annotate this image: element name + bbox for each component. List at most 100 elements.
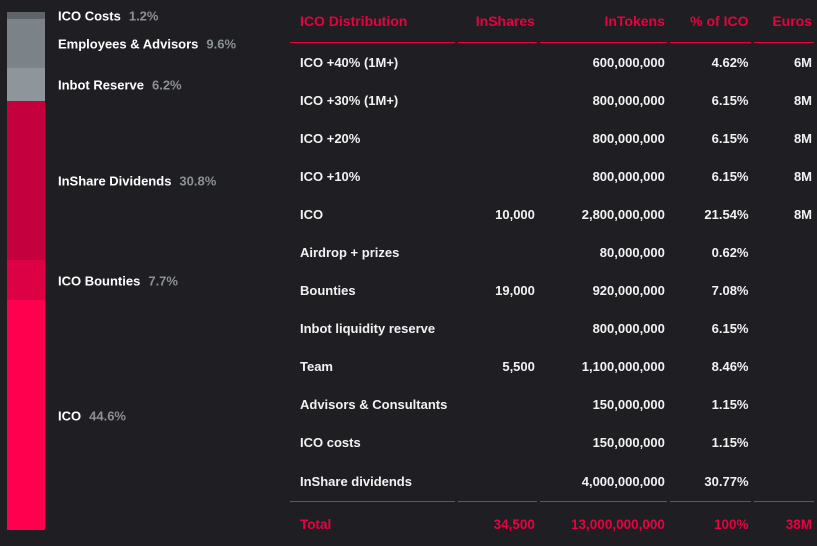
cell-euros: 8M xyxy=(793,168,812,184)
cell-inshares xyxy=(458,43,537,81)
cell-intokens: 80,000,000 xyxy=(599,244,665,260)
cell-name: Inbot liquidity reserve xyxy=(300,320,436,336)
bar-segment-ico-costs xyxy=(7,12,45,19)
cell-pct: 21.54% xyxy=(704,206,749,222)
cell-inshares xyxy=(458,461,537,502)
legend-pct: 44.6% xyxy=(89,408,126,424)
cell-euros xyxy=(754,347,815,385)
legend-item: Inbot Reserve 6.2% xyxy=(58,78,182,93)
cell-pct: 6.15% xyxy=(711,320,749,336)
legend-item: ICO Bounties 7.7% xyxy=(58,274,178,289)
cell-name: ICO +30% (1M+) xyxy=(300,92,399,108)
legend-pct: 1.2% xyxy=(128,8,159,24)
bar-segment-employees xyxy=(7,19,45,68)
total-row: Total 34,500 13,000,000,000 100% 38M xyxy=(290,502,814,546)
cell-pct: 4.62% xyxy=(711,54,749,70)
cell-intokens: 800,000,000 xyxy=(592,168,665,184)
cell-intokens: 600,000,000 xyxy=(592,54,665,70)
legend-label: InShare Dividends xyxy=(58,173,172,189)
cell-intokens: 800,000,000 xyxy=(592,92,665,108)
bar-segment-ico xyxy=(7,300,45,530)
cell-euros xyxy=(754,309,815,347)
cell-inshares xyxy=(458,385,537,423)
cell-name: Airdrop + prizes xyxy=(300,244,400,260)
cell-pct: 1.15% xyxy=(711,434,749,450)
legend-label: ICO Bounties xyxy=(58,273,141,289)
legend-label: Inbot Reserve xyxy=(58,77,144,93)
cell-name: InShare dividends xyxy=(290,461,456,502)
table-row: Advisors & Consultants 150,000,000 1.15% xyxy=(290,385,814,423)
cell-inshares xyxy=(458,233,537,271)
table-row: ICO costs 150,000,000 1.15% xyxy=(290,423,814,461)
cell-euros: 8M xyxy=(793,206,812,222)
cell-inshares: 19,000 xyxy=(495,282,535,298)
header-inshares: InShares xyxy=(458,0,537,43)
cell-intokens: 920,000,000 xyxy=(592,282,665,298)
cell-inshares: 34,500 xyxy=(493,516,535,532)
cell-name: ICO costs xyxy=(300,434,361,450)
cell-inshares xyxy=(458,119,537,157)
cell-inshares xyxy=(458,157,537,195)
cell-intokens: 150,000,000 xyxy=(592,396,665,412)
cell-intokens: 13,000,000,000 xyxy=(571,516,665,532)
legend-item: Employees & Advisors 9.6% xyxy=(58,37,236,52)
cell-name: ICO xyxy=(300,206,324,222)
legend-pct: 7.7% xyxy=(148,273,178,289)
legend-item: ICO Costs 1.2% xyxy=(58,9,158,24)
cell-euros xyxy=(754,233,815,271)
cell-intokens: 1,100,000,000 xyxy=(581,358,665,374)
cell-name: Advisors & Consultants xyxy=(300,396,448,412)
table-row: ICO 10,000 2,800,000,000 21.54% 8M xyxy=(290,195,814,233)
bar-segment-ico-bounties xyxy=(7,260,45,300)
table-row: Bounties 19,000 920,000,000 7.08% xyxy=(290,271,814,309)
bar-segment-inshare-dividends xyxy=(7,101,45,260)
cell-pct: 7.08% xyxy=(711,282,749,298)
table-row: ICO +20% 800,000,000 6.15% 8M xyxy=(290,119,814,157)
cell-name: ICO +10% xyxy=(300,168,361,184)
legend-pct: 30.8% xyxy=(179,173,217,189)
cell-pct: 6.15% xyxy=(711,130,749,146)
cell-euros: 38M xyxy=(785,516,812,532)
cell-inshares: 10,000 xyxy=(495,206,535,222)
cell-euros: 8M xyxy=(793,92,812,108)
header-pct-of-ico: % of ICO xyxy=(669,0,751,43)
table-row: Team 5,500 1,100,000,000 8.46% xyxy=(290,347,814,385)
header-intokens: InTokens xyxy=(539,0,667,43)
table-row: InShare dividends 4,000,000,000 30.77% xyxy=(290,461,814,502)
cell-euros xyxy=(754,271,815,309)
header-euros: Euros xyxy=(753,0,814,43)
bar-segment-inbot-reserve xyxy=(7,68,45,101)
legend-label: ICO Costs xyxy=(58,8,121,24)
cell-name: ICO +20% xyxy=(300,130,361,146)
table-row: Airdrop + prizes 80,000,000 0.62% xyxy=(290,233,814,271)
cell-pct: 8.46% xyxy=(711,358,749,374)
cell-name: Total xyxy=(300,516,332,532)
cell-inshares xyxy=(458,309,537,347)
cell-euros: 6M xyxy=(793,54,812,70)
cell-pct: 6.15% xyxy=(711,92,749,108)
cell-inshares xyxy=(458,423,537,461)
cell-pct: 6.15% xyxy=(711,168,749,184)
table-row: Inbot liquidity reserve 800,000,000 6.15% xyxy=(290,309,814,347)
legend-label: Employees & Advisors xyxy=(58,36,199,52)
legend-item: InShare Dividends 30.8% xyxy=(58,174,216,189)
cell-pct: 30.77% xyxy=(669,461,751,502)
cell-euros xyxy=(754,385,815,423)
table-row: ICO +40% (1M+) 600,000,000 4.62% 6M xyxy=(290,43,814,81)
legend-item: ICO 44.6% xyxy=(58,409,126,424)
cell-euros xyxy=(753,461,814,502)
cell-pct: 0.62% xyxy=(711,244,749,260)
cell-name: Team xyxy=(300,358,333,374)
cell-intokens: 4,000,000,000 xyxy=(539,461,667,502)
cell-pct: 1.15% xyxy=(711,396,749,412)
legend-pct: 9.6% xyxy=(206,36,237,52)
cell-euros: 8M xyxy=(793,130,812,146)
cell-inshares xyxy=(458,81,537,119)
cell-euros xyxy=(754,423,815,461)
cell-name: ICO +40% (1M+) xyxy=(300,54,399,70)
legend-pct: 6.2% xyxy=(151,77,182,93)
table-row: ICO +30% (1M+) 800,000,000 6.15% 8M xyxy=(290,81,814,119)
cell-pct: 100% xyxy=(713,516,749,532)
ico-distribution-table: ICO Distribution InShares InTokens % of … xyxy=(287,0,817,546)
cell-name: Bounties xyxy=(300,282,356,298)
